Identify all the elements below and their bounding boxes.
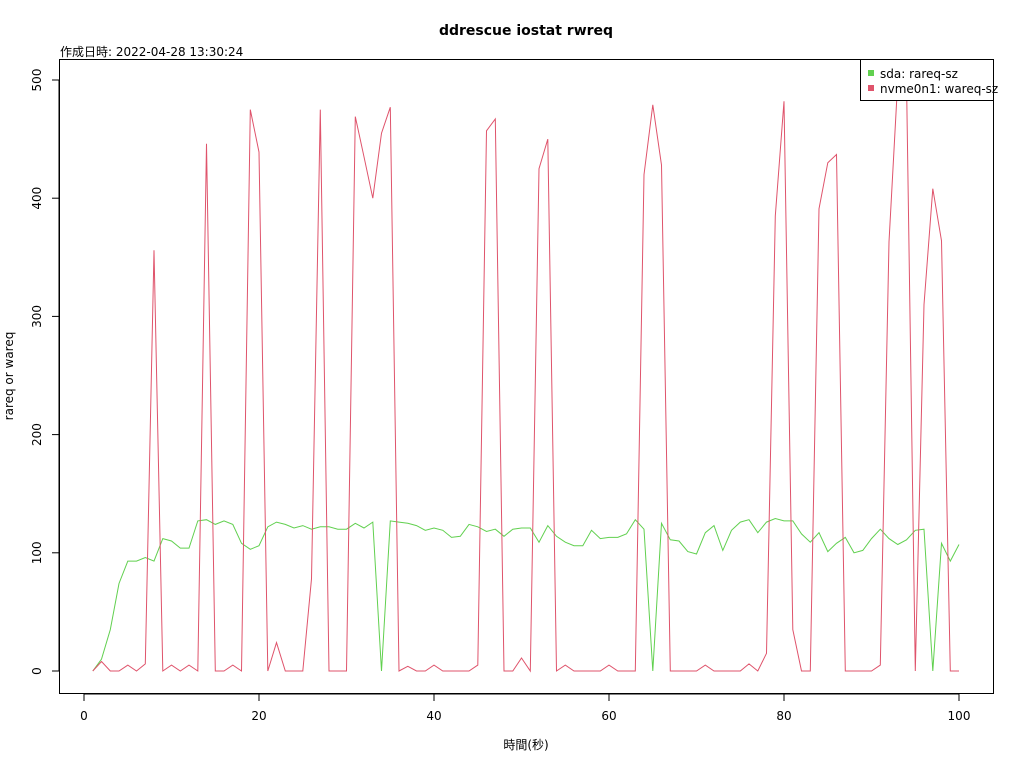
- y-tick-label: 200: [30, 423, 44, 446]
- x-tick-label: 40: [426, 709, 441, 723]
- x-tick-label: 100: [948, 709, 971, 723]
- legend-swatch-sda: [868, 70, 874, 76]
- x-axis: 0 20 40 60 80 100: [80, 693, 971, 723]
- x-axis-label: 時間(秒): [503, 738, 548, 752]
- y-tick-label: 500: [30, 69, 44, 92]
- plot-frame: [59, 59, 994, 694]
- x-tick-label: 20: [251, 709, 266, 723]
- y-tick-label: 400: [30, 187, 44, 210]
- x-tick-label: 60: [601, 709, 616, 723]
- y-tick-label: 0: [30, 667, 44, 675]
- legend: sda: rareq-sz nvme0n1: wareq-sz: [860, 59, 998, 101]
- series-line-nvme0n1-wareq: [92, 79, 959, 673]
- legend-label-sda: sda: rareq-sz: [880, 67, 958, 81]
- y-axis: 0 100 200 300 400 500: [30, 69, 60, 675]
- y-tick-label: 100: [30, 541, 44, 564]
- legend-box: [860, 59, 994, 101]
- series-layer: [92, 79, 960, 673]
- series-line-sda-rareq: [92, 517, 960, 672]
- legend-label-nvme: nvme0n1: wareq-sz: [880, 82, 998, 96]
- chart-title: ddrescue iostat rwreq: [439, 23, 613, 39]
- chart-subtitle: 作成日時: 2022-04-28 13:30:24: [60, 45, 243, 59]
- x-tick-label: 0: [80, 709, 88, 723]
- y-tick-label: 300: [30, 305, 44, 328]
- y-axis-label: rareq or wareq: [2, 332, 16, 421]
- legend-swatch-nvme: [868, 85, 874, 91]
- x-tick-label: 80: [776, 709, 791, 723]
